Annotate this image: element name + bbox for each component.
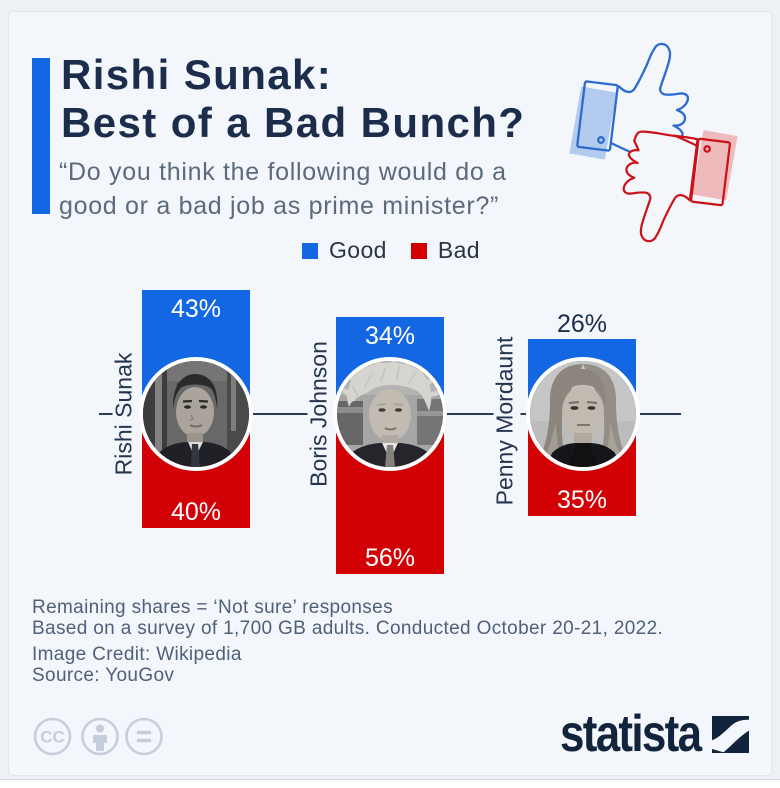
svg-text:CC: CC: [40, 728, 65, 747]
